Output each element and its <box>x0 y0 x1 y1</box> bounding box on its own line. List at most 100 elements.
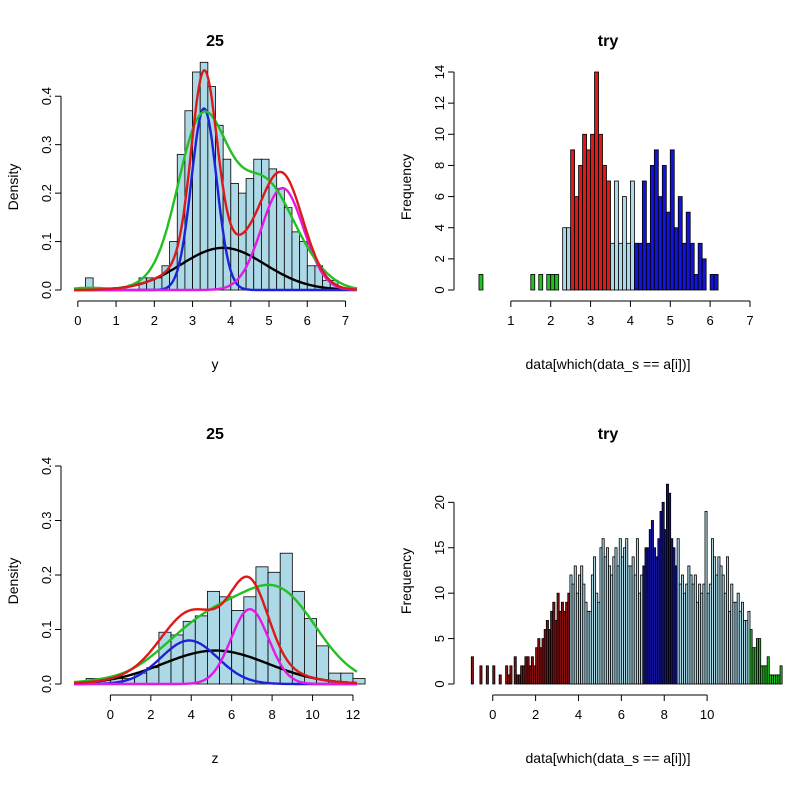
histogram-bar <box>546 274 552 291</box>
histogram-bar <box>530 274 536 291</box>
x-tick-label: 10 <box>700 707 714 722</box>
x-tick-label: 1 <box>507 313 514 328</box>
histogram-bar <box>566 227 572 291</box>
x-tick-label: 2 <box>547 313 554 328</box>
y-tick-label: 0.0 <box>39 281 54 299</box>
y-tick-label: 0.2 <box>39 566 54 584</box>
histogram-bar <box>653 149 659 291</box>
y-tick-label: 8 <box>432 162 447 169</box>
x-axis-label: data[which(data_s == a[i])] <box>526 750 691 766</box>
x-tick-label: 7 <box>746 313 753 328</box>
histogram-bar <box>779 665 783 685</box>
panel-frequency-bottom: try data[which(data_s == a[i])] Frequenc… <box>398 426 783 766</box>
histogram-bar <box>304 618 317 685</box>
y-axis-label: Density <box>5 558 21 605</box>
histogram-bar <box>582 133 587 291</box>
x-tick-label: 0 <box>107 707 114 722</box>
histogram-bar <box>645 242 651 291</box>
histogram-bar <box>626 242 631 291</box>
mixture-red-curve <box>73 575 357 685</box>
histogram-bar <box>618 242 623 291</box>
chart-title: try <box>598 33 619 50</box>
mixture-red-curve <box>73 69 357 292</box>
y-axis-label: Density <box>5 164 21 211</box>
histogram-bar <box>602 165 607 291</box>
x-tick-label: 4 <box>188 707 195 722</box>
histogram-bar <box>478 274 484 291</box>
histogram-bar <box>586 149 591 291</box>
histogram-bar <box>245 178 255 291</box>
y-tick-label: 0.2 <box>39 184 54 202</box>
x-tick-label: 6 <box>228 707 235 722</box>
histogram-bar <box>701 258 707 291</box>
x-tick-label: 0 <box>489 707 496 722</box>
histogram-bar <box>470 656 474 685</box>
histogram-bar <box>669 149 675 291</box>
x-tick-label: 3 <box>587 313 594 328</box>
y-tick-label: 10 <box>432 127 447 141</box>
chart-title: 25 <box>206 426 224 443</box>
x-tick-label: 4 <box>627 313 634 328</box>
x-tick-label: 4 <box>227 313 234 328</box>
x-tick-label: 4 <box>575 707 582 722</box>
histogram-bar <box>513 656 517 685</box>
histogram-bar <box>713 274 719 291</box>
histogram-bar <box>479 665 483 685</box>
x-tick-label: 2 <box>151 313 158 328</box>
histogram-bar <box>614 180 619 291</box>
x-tick-label: 1 <box>112 313 119 328</box>
histogram-bar <box>594 71 599 291</box>
histogram-bar <box>538 274 544 291</box>
y-tick-label: 5 <box>432 635 447 642</box>
y-tick-label: 2 <box>432 255 447 262</box>
y-tick-label: 0.4 <box>39 457 54 475</box>
y-tick-label: 0.0 <box>39 675 54 693</box>
x-tick-label: 5 <box>265 313 272 328</box>
histogram-bar <box>689 242 695 291</box>
y-tick-label: 0 <box>432 286 447 293</box>
histogram-bar <box>673 227 679 291</box>
x-tick-label: 10 <box>305 707 319 722</box>
y-tick-label: 12 <box>432 96 447 110</box>
component-magenta-curve <box>73 186 357 292</box>
histogram-bar <box>199 61 209 291</box>
y-tick-label: 6 <box>432 193 447 200</box>
component-magenta-curve <box>73 608 357 686</box>
y-tick-label: 0.3 <box>39 136 54 154</box>
histogram-bar <box>352 678 366 685</box>
y-axis-label: Frequency <box>398 154 414 220</box>
histogram-bar <box>634 242 639 291</box>
histogram-bar <box>610 242 615 291</box>
y-tick-label: 0.1 <box>39 233 54 251</box>
y-tick-label: 10 <box>432 586 447 600</box>
x-tick-label: 12 <box>346 707 360 722</box>
histogram-bar <box>693 274 699 291</box>
histogram-bar <box>253 158 262 291</box>
x-tick-label: 2 <box>147 707 154 722</box>
histogram-bar <box>509 665 513 685</box>
x-tick-label: 5 <box>667 313 674 328</box>
panel-density-z: 25 z Density 0 2 4 6 8 10 12 0.0 0.1 0.2 0.3 0.4 <box>5 426 366 766</box>
histogram-bar <box>697 242 703 291</box>
histogram-bar <box>485 665 489 685</box>
x-tick-label: 2 <box>532 707 539 722</box>
x-tick-label: 6 <box>707 313 714 328</box>
x-tick-label: 6 <box>304 313 311 328</box>
histogram-bar <box>637 242 643 291</box>
x-tick-label: 6 <box>618 707 625 722</box>
chart-title: try <box>598 426 619 443</box>
histogram-bar <box>641 180 647 291</box>
x-tick-label: 8 <box>661 707 668 722</box>
histogram-bar <box>291 590 305 685</box>
histogram-bar <box>492 665 496 685</box>
histogram-bar <box>657 196 663 291</box>
y-tick-label: 14 <box>432 65 447 79</box>
y-tick-label: 0.1 <box>39 620 54 638</box>
panel-density-y: 25 y Density 0 1 2 3 4 5 6 7 0.0 0.1 0.2 0.3 0.4 <box>5 33 358 372</box>
y-tick-label: 4 <box>432 224 447 231</box>
x-tick-label: 3 <box>189 313 196 328</box>
histogram-bar <box>649 165 655 291</box>
histogram-bar <box>665 211 671 291</box>
histogram-bar <box>622 196 627 291</box>
x-tick-label: 8 <box>268 707 275 722</box>
